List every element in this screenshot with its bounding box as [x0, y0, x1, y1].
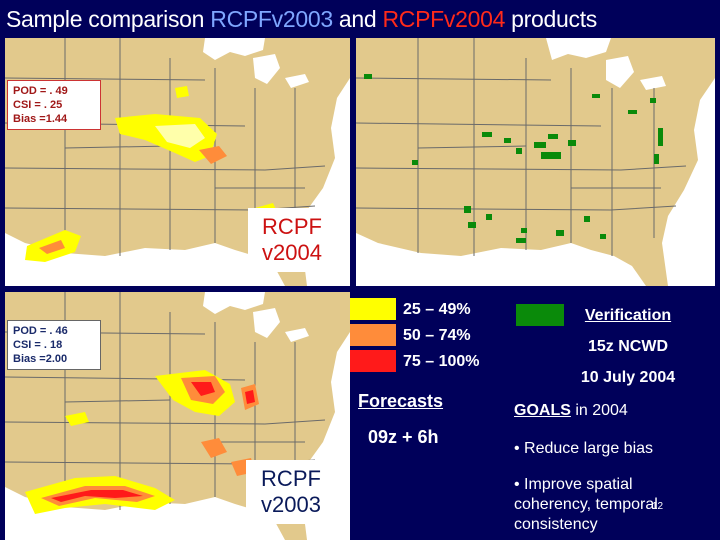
slide-title: Sample comparison RCPFv2003 and RCPFv200…	[6, 6, 716, 33]
verification-line3: 10 July 2004	[580, 369, 676, 386]
verification-swatch	[516, 304, 564, 326]
goal-item-2: • Improve spatial coherency, temporal co…	[514, 475, 714, 535]
stats-v2003-pod: POD = . 46	[13, 325, 68, 337]
legend-swatch-50-74	[350, 324, 396, 346]
goal-bullet-icon: •	[514, 440, 525, 457]
title-v2003: RCPFv2003	[210, 6, 333, 32]
label-rcpf-v2003: RCPF v2003	[246, 460, 336, 524]
stats-v2003-bias: Bias =2.00	[13, 353, 68, 365]
page-number: 12	[652, 501, 664, 512]
map-v2004-forecast	[5, 38, 350, 286]
goals-title: GOALS	[514, 402, 571, 419]
goals-title-suffix: in 2004	[570, 402, 628, 419]
legend-label-75-100: 75 – 100%	[403, 353, 480, 370]
goal-text-1: Reduce large bias	[524, 440, 654, 457]
legend-swatch-75-100	[350, 350, 396, 372]
title-v2004: RCPFv2004	[382, 6, 506, 32]
label-v2004-line2: v2004	[262, 240, 322, 265]
verification-line2: 15z NCWD	[587, 338, 668, 355]
label-v2003-line2: v2003	[261, 492, 321, 517]
legend-label-50-74: 50 – 74%	[403, 327, 471, 344]
legend-swatch-25-49	[350, 298, 396, 320]
title-prefix: Sample comparison	[6, 6, 211, 32]
map-verification	[356, 38, 715, 286]
verification-title: Verification	[584, 307, 672, 324]
stats-v2004-pod: POD = . 49	[13, 85, 68, 97]
stats-v2004-bias: Bias =1.44	[13, 113, 68, 125]
goal-text-2: Improve spatial coherency, temporal cons…	[514, 476, 658, 533]
legend-label-25-49: 25 – 49%	[403, 301, 471, 318]
label-rcpf-v2004: RCPF v2004	[248, 208, 336, 272]
map-v2003-graphic	[5, 292, 350, 540]
label-v2003-line1: RCPF	[261, 466, 321, 491]
title-and: and	[332, 6, 383, 32]
verification-text: Verification 15z NCWD 10 July 2004	[543, 300, 713, 393]
stats-v2004: POD = . 49 CSI = . 25 Bias =1.44	[7, 80, 101, 130]
stats-v2003-csi: CSI = . 18	[13, 339, 63, 351]
goal-bullet-icon: •	[514, 476, 525, 493]
goals-heading: GOALS in 2004	[514, 402, 628, 420]
map-verification-graphic	[356, 38, 715, 286]
forecasts-time: 09z + 6h	[368, 427, 439, 447]
stats-v2003: POD = . 46 CSI = . 18 Bias =2.00	[7, 320, 101, 370]
stats-v2004-csi: CSI = . 25	[13, 99, 63, 111]
goal-item-1: • Reduce large bias	[514, 439, 714, 459]
label-v2004-line1: RCPF	[262, 214, 322, 239]
forecasts-title: Forecasts	[358, 391, 444, 411]
title-suffix: products	[505, 6, 597, 32]
